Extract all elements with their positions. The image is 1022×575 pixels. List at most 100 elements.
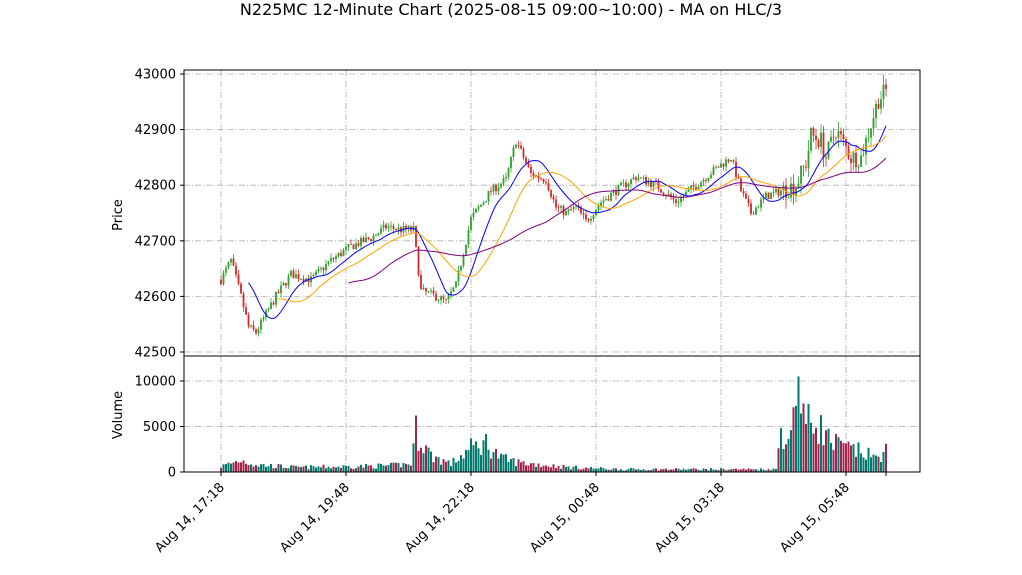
volume-bar [442, 459, 445, 472]
candle [457, 265, 460, 287]
candle [880, 91, 882, 115]
candle [790, 176, 792, 203]
volume-bar [645, 470, 647, 472]
volume-bar [842, 442, 845, 472]
volume-bar [342, 465, 345, 472]
candle [330, 253, 332, 264]
candle [607, 194, 610, 202]
volume-bar [397, 463, 400, 472]
candle [537, 172, 540, 183]
volume-bar [415, 415, 417, 472]
candle [875, 100, 877, 128]
candle [735, 156, 737, 181]
candle [777, 186, 780, 198]
volume-bar [467, 450, 470, 472]
volume-bar [570, 469, 572, 472]
volume-bar [240, 462, 242, 472]
volume-bar [652, 468, 655, 472]
volume-bar [700, 470, 702, 472]
volume-bar [432, 462, 435, 472]
candle [857, 164, 860, 173]
candle [780, 187, 782, 199]
candle [860, 148, 862, 168]
volume-bar [847, 441, 850, 472]
candle [230, 258, 232, 266]
volume-bar [730, 469, 732, 472]
volume-bar [525, 465, 527, 472]
volume-bar [697, 469, 700, 472]
volume-panel-frame [184, 356, 920, 472]
volume-bar [530, 463, 532, 472]
volume-bar [437, 457, 440, 472]
volume-bar [447, 460, 450, 472]
volume-bar [732, 468, 735, 472]
candle [797, 176, 800, 190]
volume-bar [617, 470, 620, 472]
candle [547, 179, 550, 192]
volume-bar [365, 463, 367, 472]
candle [355, 238, 357, 251]
volume-bar [777, 448, 780, 472]
volume-bar [255, 465, 257, 472]
volume-bar [425, 445, 427, 472]
volume-bar [717, 469, 720, 472]
candle [235, 262, 237, 278]
candle [477, 204, 480, 212]
volume-bar [827, 428, 830, 472]
volume-bar [477, 448, 480, 472]
candle [802, 165, 805, 177]
volume-bar [550, 467, 552, 472]
volume-bar [635, 469, 637, 472]
candle [332, 257, 335, 263]
candle [252, 320, 255, 332]
candle [307, 274, 310, 287]
candle [512, 145, 515, 161]
volume-bar [705, 468, 707, 472]
volume-bar [862, 457, 865, 472]
candle [270, 298, 272, 310]
volume-bar [407, 464, 410, 472]
candle [690, 185, 692, 194]
volume-bar [527, 465, 530, 472]
volume-bar [572, 466, 575, 472]
volume-bar [772, 468, 775, 472]
volume-bar [220, 467, 222, 472]
volume-bar [632, 468, 635, 472]
candle [837, 122, 840, 148]
volume-bar [347, 465, 350, 472]
candle [585, 209, 587, 223]
candle [335, 253, 337, 263]
volume-bar [497, 458, 500, 472]
candle [362, 235, 365, 243]
volume-bar [672, 469, 675, 472]
volume-bar [710, 468, 712, 472]
candle [680, 193, 682, 207]
candle [427, 290, 430, 294]
volume-bar [607, 469, 610, 472]
volume-bar [272, 468, 275, 472]
volume-tick-label: 5000 [143, 420, 176, 435]
candle [510, 156, 512, 173]
candle [765, 190, 767, 200]
candle [325, 259, 327, 275]
candle [227, 261, 230, 270]
volume-bar [667, 469, 670, 472]
x-tick-label: Aug 14, 19:48 [277, 480, 353, 556]
volume-bar [567, 466, 570, 472]
volume-bar [557, 465, 560, 472]
candle [662, 191, 665, 197]
volume-bar [735, 468, 737, 472]
candle [367, 236, 370, 241]
candle [260, 317, 262, 334]
volume-bar [792, 407, 795, 472]
volume-bar [380, 463, 382, 472]
candle [697, 184, 700, 190]
candle [490, 186, 492, 196]
volume-bar [300, 467, 302, 472]
volume-bar [845, 443, 847, 472]
price-axis-title: Price [111, 199, 126, 231]
candle [357, 239, 360, 248]
volume-bar [327, 466, 330, 472]
volume-bar [515, 466, 517, 472]
candle [635, 175, 637, 184]
